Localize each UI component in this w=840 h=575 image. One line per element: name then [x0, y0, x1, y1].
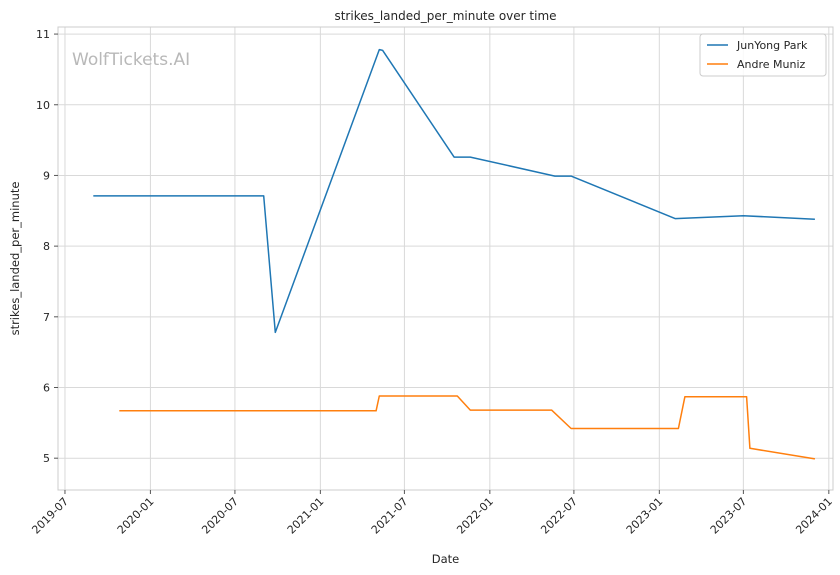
y-tick-label: 6: [43, 382, 50, 395]
y-tick-label: 11: [36, 28, 50, 41]
y-tick-label: 10: [36, 99, 50, 112]
y-tick-label: 8: [43, 240, 50, 253]
grid: [58, 27, 833, 490]
legend-label: Andre Muniz: [737, 58, 806, 71]
plot-frame: [57, 26, 834, 491]
y-tick-label: 5: [43, 452, 50, 465]
legend: JunYong Park Andre Muniz: [699, 33, 827, 77]
watermark-text: WolfTickets.AI: [72, 50, 190, 70]
y-tick-labels: 5 6 7 8 9 10 11: [36, 28, 58, 465]
y-axis-label: strikes_landed_per_minute: [8, 182, 22, 336]
series-line-1: [119, 395, 816, 460]
chart-title: strikes_landed_per_minute over time: [334, 9, 556, 23]
x-axis-label: Date: [432, 552, 460, 566]
series-line-0: [93, 48, 815, 334]
y-tick-label: 9: [43, 169, 50, 182]
y-tick-label: 7: [43, 311, 50, 324]
legend-box: [699, 33, 827, 77]
series-lines: [93, 48, 816, 460]
legend-label: JunYong Park: [736, 39, 808, 52]
